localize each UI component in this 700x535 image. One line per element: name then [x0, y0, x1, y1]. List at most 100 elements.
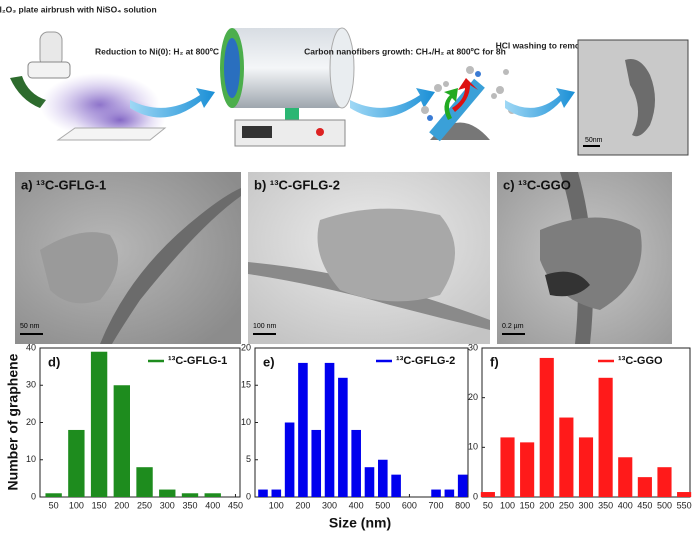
- legend-label: ¹³C-GFLG-1: [168, 355, 227, 367]
- y-tick-label: 5: [246, 454, 251, 464]
- x-tick-label: 200: [114, 500, 129, 510]
- x-tick-label: 200: [539, 500, 554, 510]
- panel-label: e): [263, 354, 275, 369]
- step-label: Reduction to Ni(0): H₂ at 800ºC for 1h: [95, 46, 245, 56]
- y-tick-label: 10: [468, 442, 478, 452]
- x-tick-label: 500: [657, 500, 672, 510]
- y-tick-label: 10: [26, 454, 36, 464]
- legend-label: ¹³C-GFLG-2: [396, 355, 455, 367]
- y-tick-label: 20: [241, 342, 251, 352]
- x-tick-label: 350: [598, 500, 613, 510]
- x-tick-label: 400: [205, 500, 220, 510]
- scale-label: 0.2 µm: [502, 323, 524, 330]
- panel-label: d): [48, 354, 60, 369]
- bar: [271, 489, 282, 497]
- bar: [45, 493, 62, 497]
- bar: [113, 385, 130, 497]
- bar: [258, 489, 268, 497]
- x-tick-label: 100: [500, 500, 515, 510]
- x-tick-label: 250: [137, 500, 152, 510]
- x-tick-label: 50: [49, 500, 59, 510]
- x-tick-label: 450: [637, 500, 652, 510]
- y-tick-label: 0: [31, 491, 36, 501]
- y-tick-label: 20: [468, 392, 478, 402]
- x-tick-label: 500: [375, 500, 390, 510]
- bar: [378, 459, 388, 497]
- x-axis-label: Size (nm): [329, 515, 391, 531]
- furnace-illustration: [220, 27, 355, 147]
- scale-label: 100 nm: [253, 323, 277, 330]
- bar: [284, 422, 295, 497]
- tem-inset: [577, 39, 689, 156]
- x-tick-label: 400: [349, 500, 364, 510]
- bar: [480, 492, 495, 497]
- bar: [204, 493, 221, 497]
- bar: [311, 429, 322, 497]
- x-tick-label: 150: [520, 500, 535, 510]
- bar: [457, 474, 468, 497]
- bar: [637, 477, 652, 497]
- bar: [391, 474, 401, 497]
- y-tick-label: 0: [473, 491, 478, 501]
- x-tick-label: 100: [69, 500, 84, 510]
- step-label: Al₂O₃ plate airbrush with NiSO₄ solution: [0, 4, 157, 14]
- x-tick-label: 100: [269, 500, 284, 510]
- bar: [431, 489, 441, 497]
- bar: [520, 442, 535, 497]
- bar: [444, 489, 455, 497]
- x-tick-label: 300: [160, 500, 175, 510]
- y-tick-label: 40: [26, 342, 36, 352]
- bar: [657, 467, 672, 497]
- airbrush-illustration: [10, 31, 167, 142]
- x-tick-label: 350: [182, 500, 197, 510]
- tem-label: a) ¹³C-GFLG-1: [21, 177, 106, 192]
- x-tick-label: 400: [618, 500, 633, 510]
- bar: [351, 429, 361, 497]
- bar: [559, 417, 574, 497]
- tem-image: [497, 172, 672, 344]
- y-tick-label: 10: [241, 417, 251, 427]
- bar: [677, 492, 692, 497]
- bar: [90, 351, 108, 497]
- bar: [338, 377, 348, 497]
- x-tick-label: 250: [559, 500, 574, 510]
- x-tick-label: 450: [228, 500, 243, 510]
- x-tick-label: 150: [92, 500, 107, 510]
- x-tick-label: 600: [402, 500, 417, 510]
- step-label: Carbon nanofibers growth: CH₄/H₂ at 800º…: [304, 46, 506, 56]
- y-tick-label: 30: [468, 342, 478, 352]
- bar: [598, 377, 613, 497]
- panel-label: f): [490, 354, 499, 369]
- tem-label: c) ¹³C-GGO: [503, 177, 571, 192]
- process-arrow: [505, 88, 575, 118]
- x-tick-label: 550: [677, 500, 692, 510]
- bar: [298, 362, 308, 497]
- x-tick-label: 300: [578, 500, 593, 510]
- bar: [539, 357, 554, 497]
- y-tick-label: 15: [241, 380, 251, 390]
- tem-image: [248, 172, 490, 344]
- bar: [578, 437, 594, 497]
- bar: [324, 362, 335, 497]
- x-tick-label: 50: [483, 500, 493, 510]
- x-tick-label: 300: [322, 500, 337, 510]
- scale-label: 50nm: [585, 137, 603, 144]
- x-tick-label: 200: [295, 500, 310, 510]
- bar: [500, 437, 515, 497]
- step-label: HCl washing to remove Ni: [496, 40, 601, 50]
- tem-image: [15, 172, 241, 344]
- x-tick-label: 800: [455, 500, 470, 510]
- bar: [68, 429, 85, 497]
- growth-illustration: [421, 66, 516, 142]
- bar: [136, 467, 153, 497]
- bar: [618, 457, 633, 497]
- y-tick-label: 0: [246, 491, 251, 501]
- y-tick-label: 30: [26, 380, 36, 390]
- bar: [159, 489, 176, 497]
- process-arrow: [130, 88, 215, 118]
- bar: [364, 467, 375, 497]
- scale-label: 50 nm: [20, 323, 40, 330]
- x-tick-label: 700: [429, 500, 444, 510]
